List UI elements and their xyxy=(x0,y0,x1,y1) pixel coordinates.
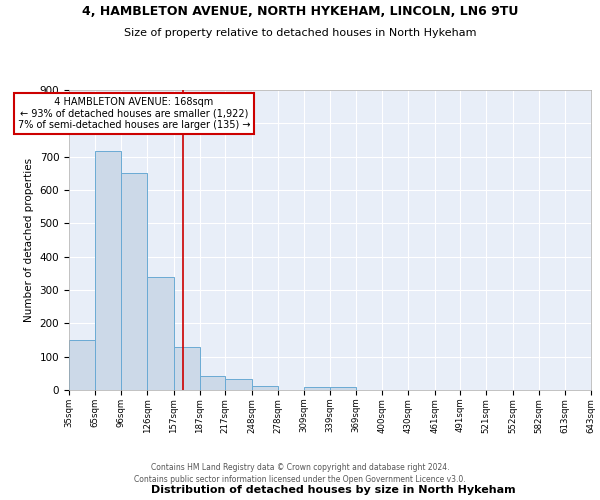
Bar xyxy=(121,174,147,390)
Bar xyxy=(330,386,356,390)
Text: Contains HM Land Registry data © Crown copyright and database right 2024.: Contains HM Land Registry data © Crown c… xyxy=(151,464,449,472)
Bar xyxy=(69,340,95,390)
Text: Distribution of detached houses by size in North Hykeham: Distribution of detached houses by size … xyxy=(151,485,515,495)
Bar xyxy=(225,380,252,390)
Bar xyxy=(252,386,278,390)
Text: Contains public sector information licensed under the Open Government Licence v3: Contains public sector information licen… xyxy=(134,475,466,484)
Y-axis label: Number of detached properties: Number of detached properties xyxy=(24,158,34,322)
Bar xyxy=(147,276,174,390)
Bar xyxy=(199,376,225,390)
Bar xyxy=(304,386,330,390)
Bar xyxy=(174,346,199,390)
Bar xyxy=(95,151,121,390)
Text: 4 HAMBLETON AVENUE: 168sqm  
← 93% of detached houses are smaller (1,922)
7% of : 4 HAMBLETON AVENUE: 168sqm ← 93% of deta… xyxy=(18,96,251,130)
Text: Size of property relative to detached houses in North Hykeham: Size of property relative to detached ho… xyxy=(124,28,476,38)
Text: 4, HAMBLETON AVENUE, NORTH HYKEHAM, LINCOLN, LN6 9TU: 4, HAMBLETON AVENUE, NORTH HYKEHAM, LINC… xyxy=(82,5,518,18)
